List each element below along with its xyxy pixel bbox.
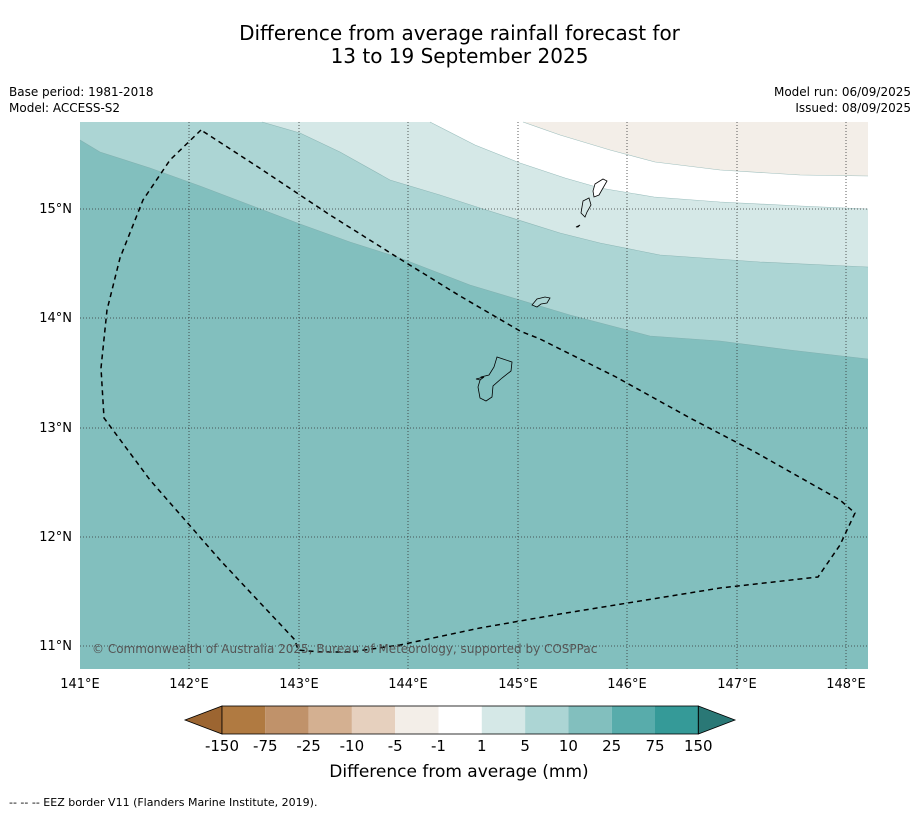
colorbar-tick-label: -1 [431, 737, 446, 755]
colorbar-arrow-high [697, 705, 737, 735]
colorbar-arrow-low [183, 705, 223, 735]
colorbar-tick-label: 1 [477, 737, 487, 755]
guam-island [477, 356, 513, 402]
colorbar-title: Difference from average (mm) [329, 762, 588, 782]
metadata-right: Model run: 06/09/2025 Issued: 08/09/2025 [774, 84, 911, 116]
lon-label: 148°E [826, 677, 866, 692]
colorbar-outline [221, 705, 699, 735]
copyright-text: © Commonwealth of Australia 2025, Bureau… [92, 642, 597, 656]
title-line-2: 13 to 19 September 2025 [330, 44, 589, 68]
colorbar-tick-label: 10 [559, 737, 578, 755]
base-period: Base period: 1981-2018 [9, 85, 154, 99]
colorbar-tick-label: 75 [645, 737, 664, 755]
colorbar-segment [351, 706, 396, 734]
contour-lines [79, 121, 869, 360]
colorbar-tick-label: 150 [684, 737, 713, 755]
colorbar-segment [308, 706, 352, 734]
lat-label: 15°N [39, 202, 72, 217]
colorbar-tick-label: -150 [205, 737, 239, 755]
colorbar-segment [568, 706, 612, 734]
colorbar-tick-label: -10 [340, 737, 365, 755]
colorbar-tick-label: -25 [296, 737, 321, 755]
eez-border-line [100, 129, 856, 653]
lon-label: 145°E [498, 677, 538, 692]
issued-date: Issued: 08/09/2025 [795, 101, 911, 115]
colorbar-segment [222, 706, 266, 734]
latitude-axis: 15°N 14°N 13°N 12°N 11°N [39, 202, 72, 654]
saipan-island [592, 178, 608, 198]
model-run: Model run: 06/09/2025 [773, 85, 911, 99]
colorbar-tick-label: -75 [253, 737, 278, 755]
colorbar-tick-label: 25 [602, 737, 621, 755]
lon-label: 147°E [717, 677, 757, 692]
lon-label: 144°E [388, 677, 428, 692]
model-name: Model: ACCESS-S2 [9, 101, 121, 115]
colorbar: -150 -75 -25 -10 -5 -1 1 5 10 25 75 150 [183, 705, 737, 755]
lat-label: 14°N [39, 311, 72, 326]
colorbar-tick-label: -5 [388, 737, 403, 755]
map-panel: © Commonwealth of Australia 2025, Bureau… [79, 121, 869, 669]
colorbar-segment [655, 706, 699, 734]
colorbar-segment [438, 706, 482, 734]
aguijan-island [575, 224, 581, 228]
footnote: -- -- -- EEZ border V11 (Flanders Marine… [9, 796, 318, 809]
lat-label: 12°N [39, 530, 72, 545]
lat-label: 13°N [39, 421, 72, 436]
guam-point [475, 376, 485, 381]
metadata-left: Base period: 1981-2018 Model: ACCESS-S2 [9, 84, 154, 116]
lon-label: 141°E [60, 677, 100, 692]
gridlines [80, 122, 868, 669]
lon-label: 146°E [607, 677, 647, 692]
colorbar-segment [395, 706, 439, 734]
islands [475, 178, 608, 402]
tinian-island [580, 197, 592, 218]
colorbar-segment [611, 706, 655, 734]
colorbar-segment [525, 706, 569, 734]
lon-label: 142°E [169, 677, 209, 692]
rota-island [531, 296, 551, 308]
title-line-1: Difference from average rainfall forecas… [239, 21, 680, 45]
colorbar-segment [265, 706, 309, 734]
chart-title: Difference from average rainfall forecas… [0, 22, 919, 68]
lon-label: 143°E [279, 677, 319, 692]
lat-label: 11°N [39, 639, 72, 654]
band-dry [523, 122, 868, 176]
colorbar-tick-label: 5 [520, 737, 530, 755]
colorbar-segment [481, 706, 526, 734]
longitude-axis: 141°E 142°E 143°E 144°E 145°E 146°E 147°… [60, 677, 866, 692]
